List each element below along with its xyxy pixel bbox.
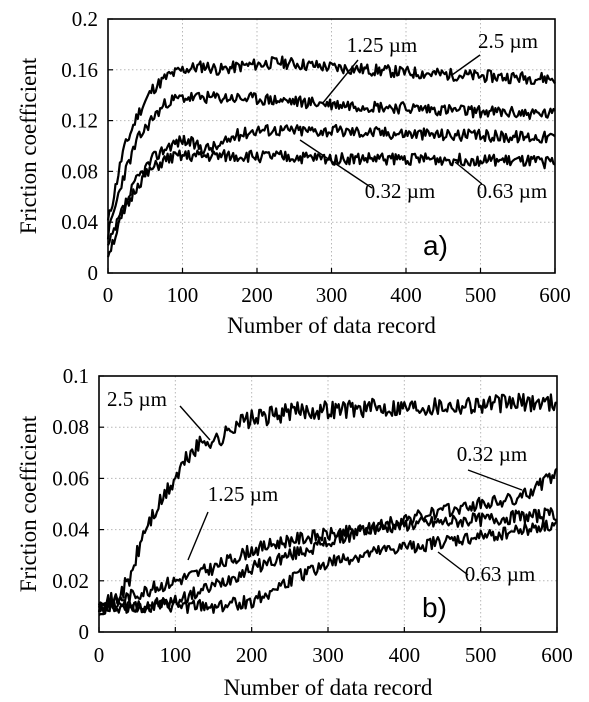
series-annotation: 0.63 µm [465, 562, 535, 586]
panel-label: a) [423, 230, 448, 261]
series-annotation: 1.25 µm [347, 33, 417, 57]
x-tick-label: 300 [312, 643, 344, 667]
x-tick-label: 300 [316, 283, 348, 307]
y-tick-label: 0.12 [61, 109, 98, 133]
x-tick-label: 400 [389, 643, 421, 667]
x-tick-label: 100 [160, 643, 192, 667]
y-tick-label: 0.16 [61, 58, 98, 82]
y-tick-label: 0.2 [72, 7, 98, 31]
annotation-leader [321, 59, 359, 105]
plot-frame [107, 18, 556, 274]
y-tick-label: 0.06 [52, 466, 89, 490]
y-axis-label: Friction coefficient [16, 57, 41, 234]
series-line-1 [106, 55, 556, 221]
annotation-leader [179, 405, 211, 441]
annotation-leader [437, 551, 469, 576]
series-annotation: 0.32 µm [457, 442, 527, 466]
annotation-leader [451, 54, 481, 76]
x-tick-label: 400 [390, 283, 422, 307]
x-tick-label: 200 [236, 643, 268, 667]
y-tick-label: 0 [88, 261, 99, 285]
panel-label: b) [422, 592, 447, 623]
series-annotation: 1.25 µm [208, 482, 278, 506]
y-tick-label: 0.08 [61, 159, 98, 183]
x-tick-label: 600 [541, 643, 573, 667]
x-tick-label: 500 [465, 643, 497, 667]
series-line-3 [97, 467, 558, 614]
x-tick-label: 600 [539, 283, 571, 307]
panel-b-chart: 0 100 200 300 400 500 600 0 0.02 0.04 0.06 0.08 0.1 N… [16, 364, 573, 700]
annotation-leader [187, 511, 209, 561]
y-tick-label: 0 [79, 620, 90, 644]
y-tick-label: 0.04 [61, 210, 98, 234]
x-tick-label: 100 [167, 283, 199, 307]
y-axis-label: Friction coefficient [16, 415, 41, 592]
annotation-leader [299, 139, 373, 189]
x-tick-label: 0 [94, 643, 105, 667]
series-annotation: 0.63 µm [477, 179, 547, 203]
annotation-leader [454, 161, 483, 185]
series-line-2 [97, 507, 558, 613]
x-tick-label: 500 [465, 283, 497, 307]
x-axis-label: Number of data record [227, 313, 436, 338]
y-tick-label: 0.1 [63, 364, 89, 388]
series-line-4 [97, 519, 558, 614]
y-tick-label: 0.02 [52, 569, 89, 593]
series-annotation: 0.32 µm [365, 179, 435, 203]
series-line-1 [98, 392, 558, 616]
gridlines [108, 19, 555, 273]
panel-a-chart: 0 100 200 300 400 500 600 0 0.04 0.08 0.12 0.16 0.2 N… [16, 7, 571, 338]
series-annotation: 2.5 µm [107, 387, 167, 411]
x-tick-label: 0 [103, 283, 114, 307]
annotation-leader [467, 469, 523, 491]
x-axis-label: Number of data record [224, 675, 433, 700]
x-tick-label: 200 [241, 283, 273, 307]
series-annotation: 2.5 µm [478, 29, 538, 53]
y-tick-label: 0.04 [52, 518, 89, 542]
y-tick-label: 0.08 [52, 415, 89, 439]
series-line-3 [107, 123, 556, 246]
series-line-2 [106, 90, 556, 240]
